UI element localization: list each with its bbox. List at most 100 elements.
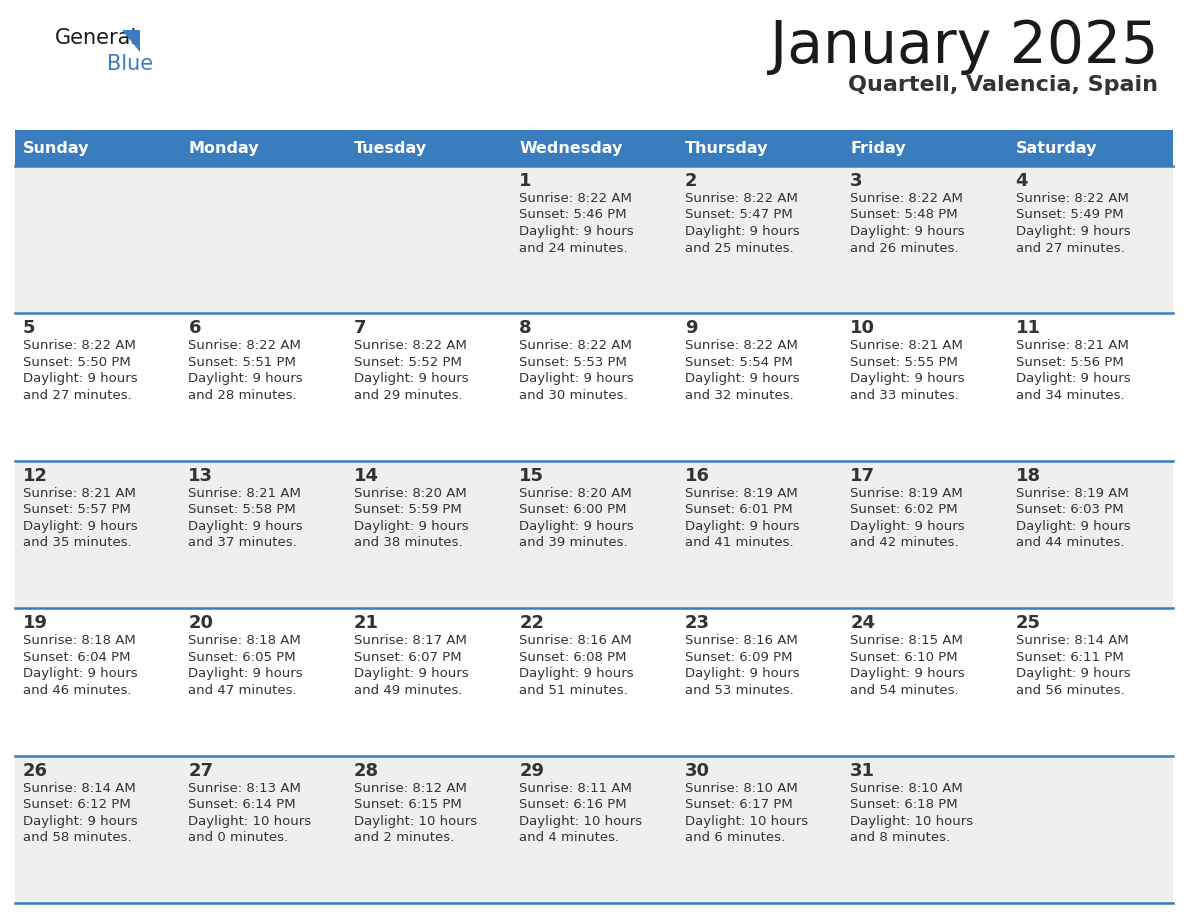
Text: 4: 4 — [1016, 172, 1028, 190]
Text: and 27 minutes.: and 27 minutes. — [23, 389, 132, 402]
Text: Sunset: 6:12 PM: Sunset: 6:12 PM — [23, 798, 131, 812]
Text: Sunset: 6:14 PM: Sunset: 6:14 PM — [189, 798, 296, 812]
Text: Sunset: 6:03 PM: Sunset: 6:03 PM — [1016, 503, 1123, 516]
Text: Sunrise: 8:19 AM: Sunrise: 8:19 AM — [851, 487, 963, 499]
Text: 10: 10 — [851, 319, 876, 338]
Text: and 53 minutes.: and 53 minutes. — [684, 684, 794, 697]
Text: Sunset: 5:50 PM: Sunset: 5:50 PM — [23, 356, 131, 369]
Text: Sunset: 6:18 PM: Sunset: 6:18 PM — [851, 798, 958, 812]
Text: and 58 minutes.: and 58 minutes. — [23, 831, 132, 844]
Text: and 6 minutes.: and 6 minutes. — [684, 831, 785, 844]
Text: Daylight: 9 hours: Daylight: 9 hours — [851, 225, 965, 238]
Text: and 33 minutes.: and 33 minutes. — [851, 389, 959, 402]
Text: 24: 24 — [851, 614, 876, 633]
Text: Sunrise: 8:16 AM: Sunrise: 8:16 AM — [519, 634, 632, 647]
Text: Daylight: 9 hours: Daylight: 9 hours — [23, 520, 138, 532]
Text: 26: 26 — [23, 762, 48, 779]
Text: 25: 25 — [1016, 614, 1041, 633]
Text: 27: 27 — [189, 762, 214, 779]
Text: Sunset: 5:51 PM: Sunset: 5:51 PM — [189, 356, 296, 369]
Text: Daylight: 9 hours: Daylight: 9 hours — [519, 373, 634, 386]
Text: and 8 minutes.: and 8 minutes. — [851, 831, 950, 844]
Text: and 26 minutes.: and 26 minutes. — [851, 241, 959, 254]
Text: 11: 11 — [1016, 319, 1041, 338]
Text: Quartell, Valencia, Spain: Quartell, Valencia, Spain — [848, 75, 1158, 95]
Text: Wednesday: Wednesday — [519, 140, 623, 155]
Bar — [15, 461, 1173, 609]
Text: and 30 minutes.: and 30 minutes. — [519, 389, 628, 402]
Text: 2: 2 — [684, 172, 697, 190]
Text: Tuesday: Tuesday — [354, 140, 426, 155]
Text: Daylight: 9 hours: Daylight: 9 hours — [519, 520, 634, 532]
Text: Sunset: 6:01 PM: Sunset: 6:01 PM — [684, 503, 792, 516]
Text: 22: 22 — [519, 614, 544, 633]
Text: Sunrise: 8:22 AM: Sunrise: 8:22 AM — [354, 340, 467, 353]
Text: Sunrise: 8:22 AM: Sunrise: 8:22 AM — [1016, 192, 1129, 205]
Text: Daylight: 9 hours: Daylight: 9 hours — [189, 520, 303, 532]
Text: Sunset: 6:10 PM: Sunset: 6:10 PM — [851, 651, 958, 664]
Text: Monday: Monday — [189, 140, 259, 155]
Text: Sunset: 6:02 PM: Sunset: 6:02 PM — [851, 503, 958, 516]
Text: Daylight: 9 hours: Daylight: 9 hours — [851, 373, 965, 386]
Text: Sunrise: 8:22 AM: Sunrise: 8:22 AM — [851, 192, 963, 205]
Text: and 51 minutes.: and 51 minutes. — [519, 684, 628, 697]
Text: Daylight: 10 hours: Daylight: 10 hours — [851, 814, 973, 828]
Text: Sunrise: 8:10 AM: Sunrise: 8:10 AM — [851, 781, 963, 795]
Text: Daylight: 9 hours: Daylight: 9 hours — [189, 373, 303, 386]
Text: and 56 minutes.: and 56 minutes. — [1016, 684, 1124, 697]
Text: Sunset: 5:49 PM: Sunset: 5:49 PM — [1016, 208, 1123, 221]
Text: and 42 minutes.: and 42 minutes. — [851, 536, 959, 549]
Text: and 49 minutes.: and 49 minutes. — [354, 684, 462, 697]
Text: Sunset: 6:00 PM: Sunset: 6:00 PM — [519, 503, 627, 516]
Text: and 25 minutes.: and 25 minutes. — [684, 241, 794, 254]
Text: Blue: Blue — [107, 54, 153, 74]
Text: Sunrise: 8:17 AM: Sunrise: 8:17 AM — [354, 634, 467, 647]
Text: Sunset: 5:56 PM: Sunset: 5:56 PM — [1016, 356, 1124, 369]
Text: Sunrise: 8:11 AM: Sunrise: 8:11 AM — [519, 781, 632, 795]
Text: Daylight: 9 hours: Daylight: 9 hours — [1016, 520, 1130, 532]
Text: Sunset: 6:16 PM: Sunset: 6:16 PM — [519, 798, 627, 812]
Text: Daylight: 9 hours: Daylight: 9 hours — [519, 225, 634, 238]
Text: and 37 minutes.: and 37 minutes. — [189, 536, 297, 549]
Text: Sunrise: 8:20 AM: Sunrise: 8:20 AM — [354, 487, 467, 499]
Text: Sunrise: 8:22 AM: Sunrise: 8:22 AM — [519, 192, 632, 205]
Text: and 44 minutes.: and 44 minutes. — [1016, 536, 1124, 549]
Text: Sunrise: 8:18 AM: Sunrise: 8:18 AM — [23, 634, 135, 647]
Text: Sunset: 5:59 PM: Sunset: 5:59 PM — [354, 503, 462, 516]
Text: Daylight: 9 hours: Daylight: 9 hours — [189, 667, 303, 680]
Text: 17: 17 — [851, 466, 876, 485]
Text: 29: 29 — [519, 762, 544, 779]
Text: Sunset: 6:05 PM: Sunset: 6:05 PM — [189, 651, 296, 664]
Text: 7: 7 — [354, 319, 366, 338]
Text: Sunrise: 8:15 AM: Sunrise: 8:15 AM — [851, 634, 963, 647]
Text: 13: 13 — [189, 466, 214, 485]
Text: Saturday: Saturday — [1016, 140, 1097, 155]
Text: and 27 minutes.: and 27 minutes. — [1016, 241, 1124, 254]
Text: Sunset: 5:55 PM: Sunset: 5:55 PM — [851, 356, 958, 369]
Text: 5: 5 — [23, 319, 36, 338]
Text: Daylight: 9 hours: Daylight: 9 hours — [23, 814, 138, 828]
Text: 8: 8 — [519, 319, 532, 338]
Text: 31: 31 — [851, 762, 876, 779]
Bar — [15, 313, 1173, 461]
Text: Sunrise: 8:14 AM: Sunrise: 8:14 AM — [1016, 634, 1129, 647]
Text: Sunrise: 8:19 AM: Sunrise: 8:19 AM — [1016, 487, 1129, 499]
Bar — [15, 166, 1173, 313]
Text: 30: 30 — [684, 762, 709, 779]
Text: 14: 14 — [354, 466, 379, 485]
Text: Sunset: 6:04 PM: Sunset: 6:04 PM — [23, 651, 131, 664]
Text: and 2 minutes.: and 2 minutes. — [354, 831, 454, 844]
Text: Daylight: 9 hours: Daylight: 9 hours — [23, 667, 138, 680]
Text: Sunrise: 8:16 AM: Sunrise: 8:16 AM — [684, 634, 797, 647]
Text: Daylight: 10 hours: Daylight: 10 hours — [519, 814, 643, 828]
Text: 3: 3 — [851, 172, 862, 190]
Text: Sunrise: 8:22 AM: Sunrise: 8:22 AM — [684, 340, 797, 353]
Text: Sunset: 5:47 PM: Sunset: 5:47 PM — [684, 208, 792, 221]
Text: Daylight: 9 hours: Daylight: 9 hours — [851, 520, 965, 532]
Text: Daylight: 9 hours: Daylight: 9 hours — [684, 225, 800, 238]
Text: Sunrise: 8:18 AM: Sunrise: 8:18 AM — [189, 634, 302, 647]
Text: and 29 minutes.: and 29 minutes. — [354, 389, 462, 402]
Text: Sunrise: 8:22 AM: Sunrise: 8:22 AM — [684, 192, 797, 205]
Text: Sunset: 5:54 PM: Sunset: 5:54 PM — [684, 356, 792, 369]
Bar — [15, 756, 1173, 903]
